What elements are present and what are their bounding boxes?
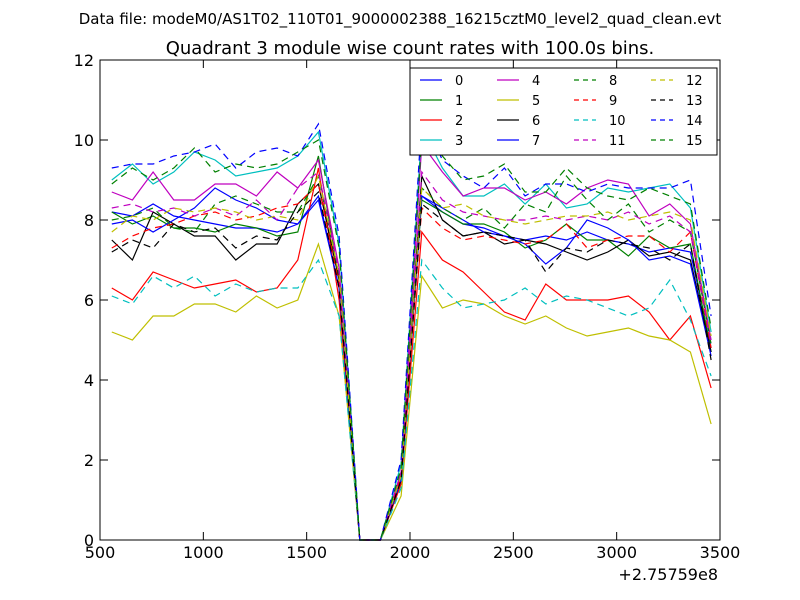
series-line-15 [111,134,712,541]
legend-box [409,67,718,156]
legend-label-2: 2 [455,114,463,129]
series-line-1 [111,155,712,541]
series-line-2 [111,167,712,541]
x-tick-label: 3000 [596,543,637,562]
x-offset-label: +2.75759e8 [618,565,718,584]
y-tick-label: 2 [84,451,94,470]
series-line-5 [111,242,712,541]
series-line-10 [111,258,712,541]
x-tick-label: 1000 [183,543,224,562]
x-tick-label: 500 [85,543,116,562]
x-tick-label: 2000 [390,543,431,562]
legend-label-0: 0 [455,74,463,89]
chart-title: Quadrant 3 module wise count rates with … [166,38,655,59]
y-tick-label: 6 [84,291,94,310]
y-tick-label: 8 [84,211,94,230]
legend-label-11: 11 [609,134,626,149]
y-tick-label: 12 [74,51,94,70]
legend-label-1: 1 [455,94,463,109]
legend-label-3: 3 [455,134,463,149]
series-line-13 [111,190,712,541]
x-tick-label: 2500 [493,543,534,562]
y-tick-label: 4 [84,371,94,390]
series-line-14 [111,115,712,541]
legend-label-12: 12 [686,74,703,89]
legend-label-13: 13 [686,94,703,109]
legend-label-7: 7 [532,134,540,149]
legend-label-5: 5 [532,94,540,109]
legend-label-8: 8 [609,74,617,89]
legend-label-6: 6 [532,114,540,129]
legend-label-4: 4 [532,74,540,89]
legend-label-10: 10 [609,114,626,129]
x-tick-label: 3500 [700,543,741,562]
plot-lines [111,115,712,541]
y-tick-label: 10 [74,131,94,150]
x-tick-label: 1500 [286,543,327,562]
y-tick-label: 0 [84,531,94,550]
series-line-12 [111,174,712,541]
legend-label-9: 9 [609,94,617,109]
figure-suptitle: Data file: modeM0/AS1T02_110T01_90000023… [79,10,722,29]
legend-label-14: 14 [686,114,703,129]
legend-label-15: 15 [686,134,703,149]
plot-frame [99,59,721,541]
